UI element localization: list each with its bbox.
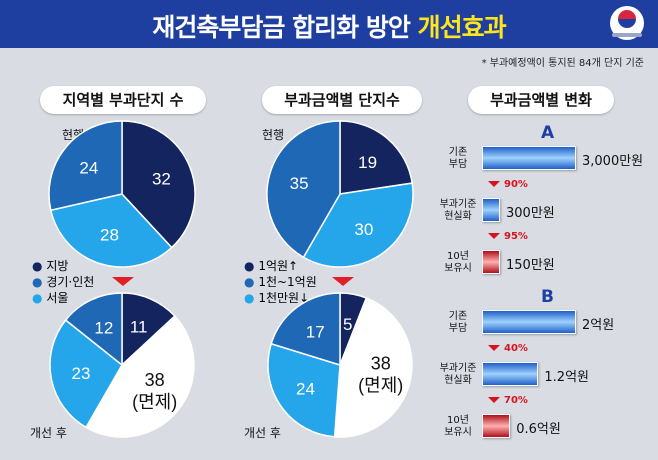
bar-value-label: 2억원 — [582, 318, 615, 333]
chart2-down-arrow-icon — [332, 277, 354, 286]
bar-A-1 — [482, 198, 500, 222]
legend-item-dark: ● 1억원↑ — [244, 259, 299, 273]
chart1-before-slice-2 — [48, 120, 123, 212]
chart2-after-label: 개선 후 — [244, 426, 281, 440]
chart1-before-pie: 32 28 24 — [48, 120, 196, 268]
chart1-title: 지역별 부과단지 수 — [40, 86, 206, 114]
chart1-legend: ● 지방 ● 경기·인천 ● 서울 — [32, 258, 94, 306]
bar-B-0 — [482, 310, 576, 334]
down-triangle-icon — [488, 233, 500, 239]
chart1-after-slice-label-0: 11 — [130, 318, 148, 337]
chart2-after-slice-label-0: 5 — [343, 315, 352, 334]
bar-A-0 — [482, 146, 576, 170]
chart2-after-slice-label-2: 24 — [296, 380, 315, 399]
bar-category-label: 기존 부담 — [448, 147, 468, 170]
chart1-after-slice-1 — [84, 314, 195, 438]
bar-category-label: 10년 보유시 — [444, 251, 472, 274]
chart2-before-slice-label-0: 19 — [358, 153, 377, 172]
chart2-legend: ● 1억원↑ ● 1천~1억원 ● 1천만원↓ — [244, 258, 317, 306]
bar-category-label: 기존 부담 — [448, 311, 468, 334]
bar-category-label: 부과기준 현실화 — [439, 363, 477, 386]
chart2-before-slice-label-2: 35 — [290, 174, 309, 193]
legend-item-light: ● 1천만원↓ — [244, 291, 310, 305]
group-a-heading: A — [541, 123, 555, 143]
chart2-after-slice-3 — [270, 292, 341, 367]
chart1-after-slice-label-1: 38 (면제) — [132, 370, 177, 412]
chart1-down-arrow-icon — [112, 277, 134, 286]
chart2-after-slice-label-3: 17 — [306, 322, 325, 341]
chart2-title: 부과금액별 단지수 — [262, 86, 422, 114]
footnote: * 부과예정액이 통지된 84개 단지 기준 — [481, 58, 644, 69]
chart1-after-slice-3 — [64, 292, 123, 367]
chart1-after-pie: 11 38 (면제) 23 12 — [49, 292, 195, 438]
bar-value-label: 150만원 — [506, 258, 555, 273]
reduction-label: 90% — [488, 179, 528, 190]
chart1-before-slice-1 — [49, 193, 173, 268]
chart2-before-label: 현행 — [262, 128, 285, 142]
header-banner: 재건축부담금 합리화 방안 개선효과 — [0, 0, 658, 48]
page-title: 재건축부담금 합리화 방안 개선효과 — [0, 8, 658, 44]
reduction-label: 40% — [488, 343, 528, 354]
group-b-heading: B — [541, 287, 554, 307]
chart1-after-label: 개선 후 — [30, 426, 67, 440]
reduction-label: 95% — [488, 231, 528, 242]
chart1-after-slice-2 — [49, 319, 123, 429]
chart2-before-slice-2 — [266, 120, 341, 259]
reduction-label: 70% — [488, 395, 528, 406]
down-triangle-icon — [488, 345, 500, 351]
down-triangle-icon — [488, 397, 500, 403]
chart2-after-slice-1 — [333, 297, 413, 438]
chart1-before-slice-label-1: 28 — [100, 225, 119, 244]
bar-value-label: 0.6억원 — [516, 422, 561, 437]
bar-category-label: 부과기준 현실화 — [439, 199, 477, 222]
bar-A-2 — [482, 250, 500, 274]
chart1-after-slice-label-2: 23 — [72, 364, 91, 383]
legend-item-mid: ● 1천~1억원 — [244, 275, 317, 289]
chart1-after-slice-0 — [121, 292, 176, 367]
chart2-before-slice-1 — [302, 182, 414, 268]
title-highlight: 개선효과 — [417, 13, 507, 42]
chart3-title: 부과금액별 변화 — [468, 86, 614, 114]
chart1-before-slice-label-2: 24 — [79, 159, 98, 178]
legend-item-mid: ● 경기·인천 — [32, 275, 95, 289]
legend-item-dark: ● 지방 — [32, 259, 69, 273]
chart2-after-slice-label-1: 38 (면제) — [358, 353, 403, 395]
government-emblem-icon — [610, 6, 644, 40]
bar-value-label: 3,000만원 — [582, 154, 644, 169]
legend-item-light: ● 서울 — [32, 291, 69, 305]
chart1-before-slice-0 — [121, 120, 196, 249]
chart1-before-slice-label-0: 32 — [152, 170, 171, 189]
chart2-before-pie: 19 30 35 — [266, 120, 414, 268]
chart2-after-pie: 5 38 (면제) 24 17 — [267, 292, 413, 438]
chart2-after-slice-2 — [267, 342, 341, 438]
bar-B-1 — [482, 362, 539, 386]
chart2-before-slice-0 — [339, 120, 414, 195]
bar-B-2 — [482, 414, 511, 438]
bar-value-label: 300만원 — [506, 206, 555, 221]
bar-category-label: 10년 보유시 — [444, 415, 472, 438]
bar-value-label: 1.2억원 — [544, 370, 589, 385]
title-main: 재건축부담금 합리화 방안 — [152, 13, 410, 42]
down-triangle-icon — [488, 181, 500, 187]
chart1-after-slice-label-3: 12 — [94, 318, 113, 337]
chart2-before-slice-label-1: 30 — [354, 220, 373, 239]
